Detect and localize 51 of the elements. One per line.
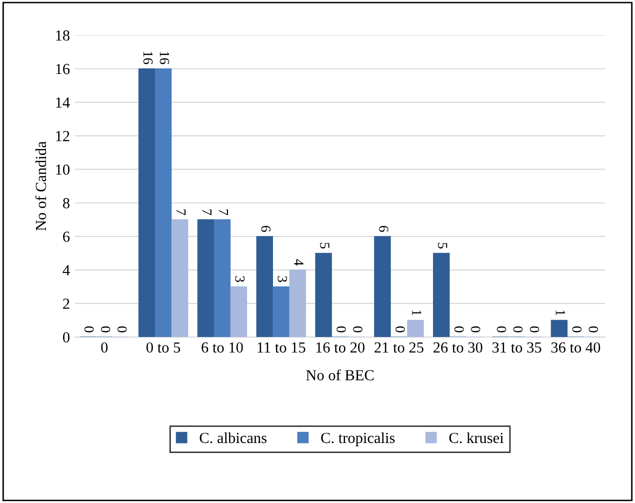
y-tick-label: 6	[63, 232, 70, 242]
y-tick-label: 0	[63, 332, 70, 342]
data-label: 6	[378, 226, 388, 232]
x-tick-label: 0	[101, 342, 108, 353]
x-tick-label: 36 to 40	[551, 342, 600, 353]
y-tick-label: 4	[62, 265, 70, 276]
data-label: 0	[353, 326, 362, 332]
y-tick-label: 8	[63, 198, 70, 208]
data-label: 3	[235, 276, 245, 282]
data-label: 0	[454, 326, 464, 332]
y-tick-label: 18	[56, 30, 70, 41]
y-tick-label: 14	[56, 97, 70, 108]
x-tick-label: 6 to 10	[202, 342, 243, 353]
data-label: 0	[470, 326, 480, 332]
data-label: 0	[336, 326, 346, 332]
x-axis-title: No of BEC	[306, 369, 374, 380]
legend-label: C. krusei	[449, 432, 504, 444]
data-label: 0	[513, 326, 523, 332]
y-tick-label: 2	[63, 298, 70, 309]
legend-label: C. tropicalis	[321, 432, 395, 446]
data-label: 0	[572, 326, 582, 332]
data-label: 6	[261, 226, 270, 232]
data-label: 0	[84, 326, 94, 332]
y-tick-label: 10	[56, 164, 70, 175]
x-tick-label: 26 to 30	[434, 342, 482, 353]
data-label: 3	[278, 276, 287, 282]
y-axis-title: No of Candida	[35, 141, 46, 231]
data-label: 1	[556, 310, 566, 316]
data-label: 7	[202, 209, 212, 216]
data-label: 1	[412, 310, 422, 316]
data-label: 4	[294, 259, 304, 266]
x-tick-label: 0 to 5	[146, 342, 180, 353]
y-tick-label: 16	[56, 64, 70, 74]
data-label: 16	[143, 52, 153, 64]
data-label: 16	[160, 52, 170, 64]
data-label: 0	[395, 326, 405, 332]
data-label: 0	[588, 326, 598, 332]
data-label: 0	[100, 326, 110, 332]
x-tick-label: 21 to 25	[374, 342, 424, 353]
data-label: 0	[530, 326, 540, 332]
x-tick-label: 11 to 15	[258, 342, 306, 353]
x-tick-label: 31 to 35	[492, 342, 542, 353]
x-tick-label: 16 to 20	[316, 342, 364, 353]
data-label: 5	[438, 242, 448, 248]
data-label: 7	[176, 209, 186, 216]
data-label: 5	[320, 242, 330, 248]
legend-label: C. albicans	[200, 432, 266, 444]
data-label: 0	[496, 326, 506, 332]
data-label: 0	[117, 326, 127, 332]
data-label: 7	[218, 209, 228, 216]
y-tick-label: 12	[56, 130, 70, 142]
